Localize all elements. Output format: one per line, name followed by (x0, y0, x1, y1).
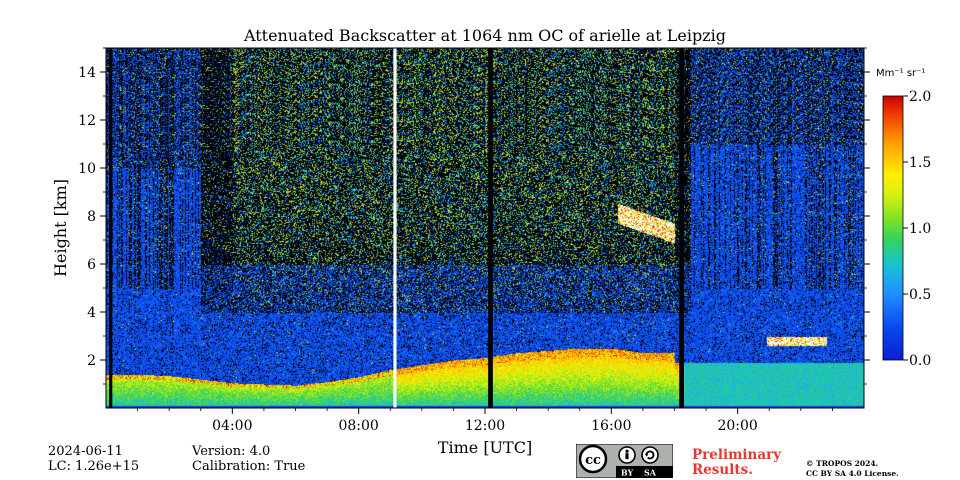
colorbar-unit-label: Mm⁻¹ sr⁻¹ (876, 68, 925, 79)
data-gap (488, 48, 493, 408)
data-gap (393, 48, 397, 408)
colorbar-tick-label: 0.5 (909, 287, 931, 303)
preliminary-line-1: Preliminary (692, 447, 782, 463)
measurement-date: 2024-06-11 (48, 444, 123, 459)
backscatter-heatmap (106, 48, 864, 408)
colorbar-gradient (882, 95, 904, 361)
calibration-info: Calibration: True (192, 459, 306, 474)
x-tick-label: 12:00 (465, 418, 505, 434)
heatmap-raster (106, 48, 864, 408)
footer-middle: Version: 4.0 Calibration: True (192, 444, 305, 474)
x-tick-label: 20:00 (717, 418, 757, 434)
colorbar-ticks: 0.0 0.5 1.0 1.5 2.0 (903, 89, 931, 369)
preliminary-notice: Preliminary Results. (692, 448, 781, 478)
colorbar: Mm⁻¹ sr⁻¹ 0.0 0.5 1.0 1.5 2.0 (876, 68, 931, 369)
copyright-line-1: © TROPOS 2024. (806, 459, 879, 468)
x-axis-label: Time [UTC] (438, 438, 532, 457)
y-tick-label: 14 (78, 65, 96, 81)
y-axis: 2 4 6 8 10 12 14 (78, 47, 870, 385)
x-tick-label: 08:00 (338, 418, 378, 434)
y-tick-label: 6 (87, 257, 96, 273)
y-axis-label: Height [km] (51, 179, 70, 277)
x-tick-label: 04:00 (212, 418, 252, 434)
copyright-notice: © TROPOS 2024. CC BY SA 4.0 License. (806, 459, 899, 479)
footer-left: 2024-06-11 LC: 1.26e+15 (48, 444, 139, 474)
colorbar-tick-label: 1.0 (909, 221, 931, 237)
version-info: Version: 4.0 (192, 444, 271, 459)
y-tick-label: 8 (87, 209, 96, 225)
cc-badge-cc-text: cc (585, 453, 601, 468)
chart-title: Attenuated Backscatter at 1064 nm OC of … (243, 26, 726, 45)
data-gap (109, 48, 113, 408)
colorbar-tick-label: 1.5 (909, 155, 931, 171)
preliminary-line-2: Results. (692, 462, 753, 478)
plot-area (105, 47, 865, 409)
y-tick-label: 10 (78, 161, 96, 177)
y-tick-label: 2 (87, 353, 96, 369)
cc-by-sa-logo: cc BY SA (576, 444, 673, 478)
x-axis: 04:00 08:00 12:00 16:00 20:00 (137, 408, 833, 434)
x-tick-label: 16:00 (591, 418, 631, 434)
cc-badge-sa-text: SA (644, 468, 657, 478)
y-tick-label: 12 (78, 113, 96, 129)
colorbar-tick-label: 2.0 (909, 89, 931, 105)
lidar-constant: LC: 1.26e+15 (48, 459, 140, 474)
colorbar-tick-label: 0.0 (909, 353, 931, 369)
data-gap (679, 48, 684, 408)
copyright-line-2: CC BY SA 4.0 License. (806, 469, 899, 478)
cc-badge-by-text: BY (621, 468, 634, 478)
y-tick-label: 4 (87, 305, 96, 321)
